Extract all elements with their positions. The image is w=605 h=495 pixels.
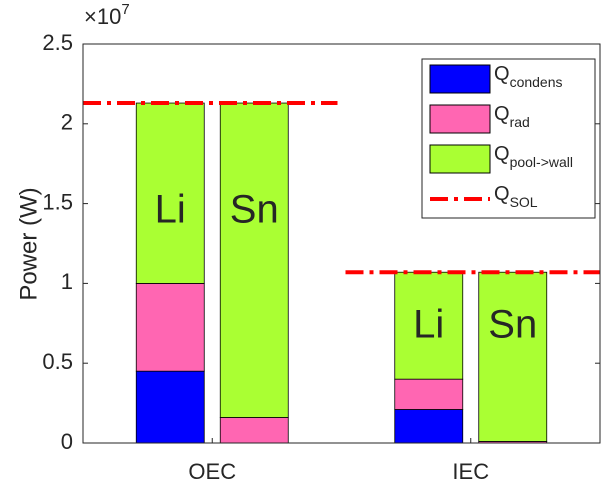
legend-name: Q <box>494 63 510 85</box>
legend-name: Q <box>494 143 510 165</box>
legend-label: Qpool->wall <box>494 143 573 169</box>
legend-name: Q <box>494 103 510 125</box>
x-tick-label: OEC <box>188 459 236 484</box>
y-axis-label: Power (W) <box>15 187 42 300</box>
bar-segment <box>394 271 464 380</box>
legend-label: Qrad <box>494 103 530 129</box>
y-tick-label: 1.5 <box>42 189 73 214</box>
y-tick-label: 0.5 <box>42 349 73 374</box>
legend-swatch <box>429 144 491 174</box>
y-multiplier: ×107 <box>84 1 130 29</box>
legend-swatch <box>429 104 491 134</box>
x-tick-label: IEC <box>452 459 489 484</box>
bar-segment <box>394 409 464 444</box>
bar-label: Sn <box>488 302 537 346</box>
legend-subscript: SOL <box>510 194 538 210</box>
bar-segment <box>394 378 464 410</box>
bar-segment <box>135 370 205 444</box>
multiplier-base: ×10 <box>84 4 121 29</box>
bar-segment <box>219 417 289 444</box>
y-tick-label: 2.5 <box>42 30 73 55</box>
multiplier-exponent: 7 <box>121 1 129 18</box>
legend-subscript: condens <box>510 74 563 90</box>
bar-segment <box>135 282 205 372</box>
y-tick-label: 0 <box>61 429 73 454</box>
legend-swatch <box>429 64 491 94</box>
bar-segment <box>219 102 289 418</box>
bar-segment <box>478 271 548 442</box>
legend-label: Qcondens <box>494 63 563 89</box>
legend-subscript: pool->wall <box>510 154 573 170</box>
legend-label: QSOL <box>494 183 538 209</box>
legend-name: Q <box>494 183 510 205</box>
y-tick-label: 2 <box>61 110 73 135</box>
bar-label: Li <box>413 302 444 346</box>
bar-segment <box>135 102 205 284</box>
axes-box <box>82 43 601 444</box>
bar-label: Li <box>155 187 186 231</box>
legend-subscript: rad <box>510 114 530 130</box>
bar-label: Sn <box>230 187 279 231</box>
y-tick-label: 1 <box>61 269 73 294</box>
